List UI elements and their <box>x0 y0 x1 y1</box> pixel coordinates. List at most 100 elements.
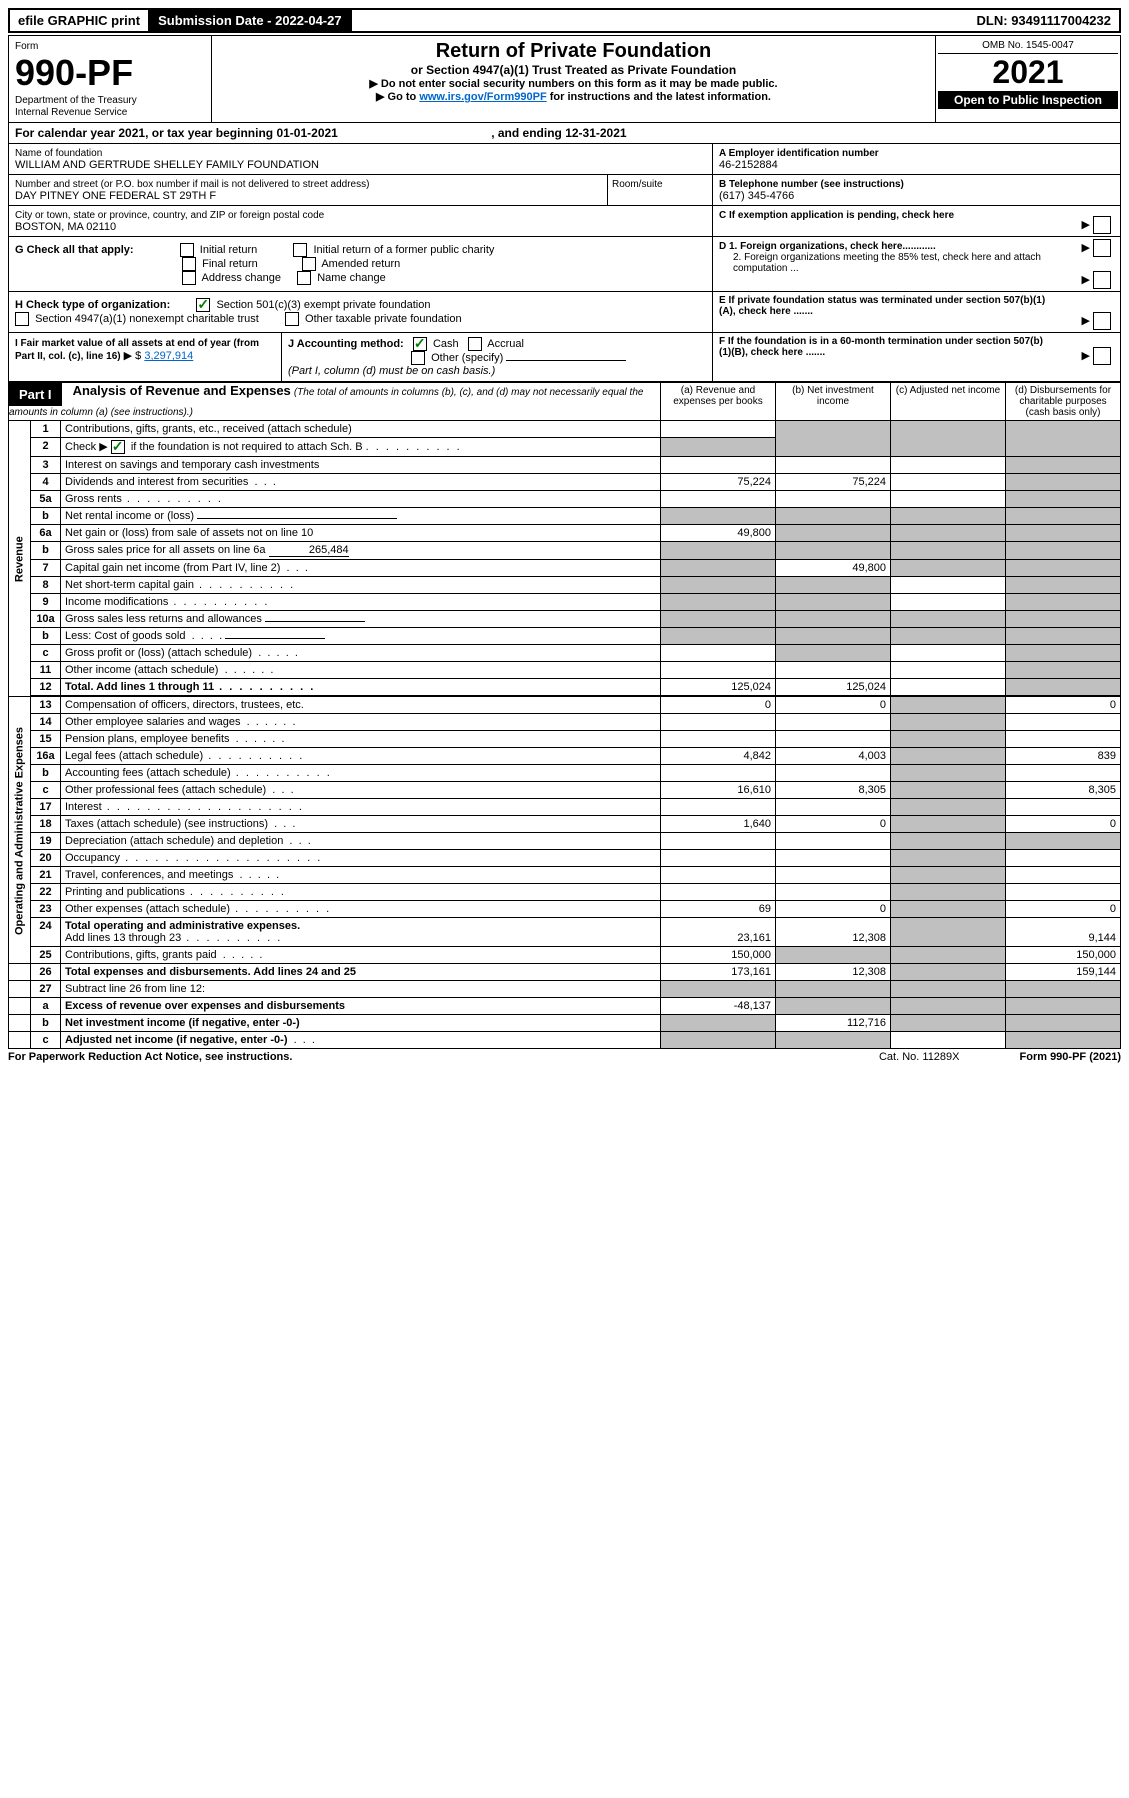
instr-1: ▶ Do not enter social security numbers o… <box>216 77 931 90</box>
r15-c <box>891 731 1006 748</box>
j-accrual-checkbox[interactable] <box>468 337 482 351</box>
instr-2: ▶ Go to www.irs.gov/Form990PF for instru… <box>216 90 931 103</box>
r6a-b <box>776 525 891 542</box>
r10b-b <box>776 628 891 645</box>
c-label: C If exemption application is pending, c… <box>719 210 954 221</box>
g-final-checkbox[interactable] <box>182 257 196 271</box>
r14-num: 14 <box>31 714 61 731</box>
r2-checkbox[interactable] <box>111 440 125 454</box>
j-cash-checkbox[interactable] <box>413 337 427 351</box>
g-opt-1: Initial return of a former public charit… <box>313 244 494 256</box>
j-other-checkbox[interactable] <box>411 351 425 365</box>
r11-c <box>891 662 1006 679</box>
d1-label: D 1. Foreign organizations, check here..… <box>719 241 936 252</box>
r1-c-shade <box>891 421 1006 457</box>
row-24: 24 Total operating and administrative ex… <box>9 918 1121 947</box>
efile-label[interactable]: efile GRAPHIC print <box>10 10 150 31</box>
r27b-d <box>1006 1015 1121 1032</box>
r12-d <box>1006 679 1121 696</box>
header-left: Form 990-PF Department of the Treasury I… <box>8 35 211 123</box>
r16b-b <box>776 765 891 782</box>
r16a-a: 4,842 <box>661 748 776 765</box>
r16c-a: 16,610 <box>661 782 776 799</box>
r5b-input[interactable] <box>197 518 397 519</box>
row-10b: b Less: Cost of goods sold . . . . <box>9 628 1121 645</box>
form990pf-link[interactable]: www.irs.gov/Form990PF <box>419 91 546 103</box>
r11-desc: Other income (attach schedule) . . . . .… <box>61 662 661 679</box>
dln: DLN: 93491117004232 <box>969 10 1119 31</box>
r27-side <box>9 981 31 998</box>
r1-d-shade <box>1006 421 1121 457</box>
r10b-input[interactable] <box>225 638 325 639</box>
row-27c: c Adjusted net income (if negative, ente… <box>9 1032 1121 1049</box>
d1-checkbox[interactable] <box>1093 239 1111 257</box>
g-amended-checkbox[interactable] <box>302 257 316 271</box>
row-20: 20 Occupancy <box>9 850 1121 867</box>
r19-num: 19 <box>31 833 61 850</box>
row-17: 17 Interest <box>9 799 1121 816</box>
row-14: 14 Other employee salaries and wages . .… <box>9 714 1121 731</box>
r10a-input[interactable] <box>265 621 365 622</box>
h-4947-checkbox[interactable] <box>15 312 29 326</box>
instr2-post: for instructions and the latest informat… <box>547 91 771 103</box>
r3-desc: Interest on savings and temporary cash i… <box>61 457 661 474</box>
r25-num: 25 <box>31 947 61 964</box>
r8-b <box>776 577 891 594</box>
row-5b: b Net rental income or (loss) <box>9 508 1121 525</box>
city-value: BOSTON, MA 02110 <box>15 221 116 233</box>
r25-a: 150,000 <box>661 947 776 964</box>
r13-desc: Compensation of officers, directors, tru… <box>61 697 661 714</box>
d2-checkbox[interactable] <box>1093 271 1111 289</box>
r10c-num: c <box>31 645 61 662</box>
h-label: H Check type of organization: <box>15 299 170 311</box>
h-501c3-checkbox[interactable] <box>196 298 210 312</box>
r6a-num: 6a <box>31 525 61 542</box>
c-checkbox[interactable] <box>1093 216 1111 234</box>
r26-b: 12,308 <box>776 964 891 981</box>
e-checkbox[interactable] <box>1093 312 1111 330</box>
r5a-b <box>776 491 891 508</box>
g-address-checkbox[interactable] <box>182 271 196 285</box>
row-21: 21 Travel, conferences, and meetings . .… <box>9 867 1121 884</box>
j-accrual: Accrual <box>487 338 524 350</box>
r11-num: 11 <box>31 662 61 679</box>
h-other-checkbox[interactable] <box>285 312 299 326</box>
r18-b: 0 <box>776 816 891 833</box>
j-other-input[interactable] <box>506 360 626 361</box>
r7-c <box>891 560 1006 577</box>
r10a-c <box>891 611 1006 628</box>
r6b-val: 265,484 <box>269 544 349 557</box>
r10b-desc: Less: Cost of goods sold . . . . <box>61 628 661 645</box>
row-11: 11 Other income (attach schedule) . . . … <box>9 662 1121 679</box>
r16b-desc: Accounting fees (attach schedule) <box>61 765 661 782</box>
addr-label: Number and street (or P.O. box number if… <box>15 179 369 190</box>
r21-a <box>661 867 776 884</box>
r26-c <box>891 964 1006 981</box>
r18-desc: Taxes (attach schedule) (see instruction… <box>61 816 661 833</box>
r2-pre: Check ▶ <box>65 441 108 453</box>
r27c-c <box>891 1032 1006 1049</box>
row-8: 8 Net short-term capital gain <box>9 577 1121 594</box>
r24-a: 23,161 <box>661 918 776 947</box>
r20-c <box>891 850 1006 867</box>
r27-desc: Subtract line 26 from line 12: <box>61 981 661 998</box>
r27a-c <box>891 998 1006 1015</box>
i-label: I Fair market value of all assets at end… <box>15 338 259 362</box>
g-initial-checkbox[interactable] <box>180 243 194 257</box>
r27c-d <box>1006 1032 1121 1049</box>
r21-num: 21 <box>31 867 61 884</box>
g-opt-3: Amended return <box>321 258 400 270</box>
i-value[interactable]: 3,297,914 <box>144 350 193 362</box>
r1-b-shade <box>776 421 891 457</box>
r12-desc: Total. Add lines 1 through 11 <box>61 679 661 696</box>
r20-d <box>1006 850 1121 867</box>
g-name-checkbox[interactable] <box>297 271 311 285</box>
entity-row-2: Number and street (or P.O. box number if… <box>8 175 1121 206</box>
addr-value: DAY PITNEY ONE FEDERAL ST 29TH F <box>15 190 216 202</box>
r5b-a <box>661 508 776 525</box>
r17-c <box>891 799 1006 816</box>
r8-num: 8 <box>31 577 61 594</box>
f-checkbox[interactable] <box>1093 347 1111 365</box>
g-initial-former-checkbox[interactable] <box>293 243 307 257</box>
part1-header-row: Part I Analysis of Revenue and Expenses … <box>9 383 1121 421</box>
